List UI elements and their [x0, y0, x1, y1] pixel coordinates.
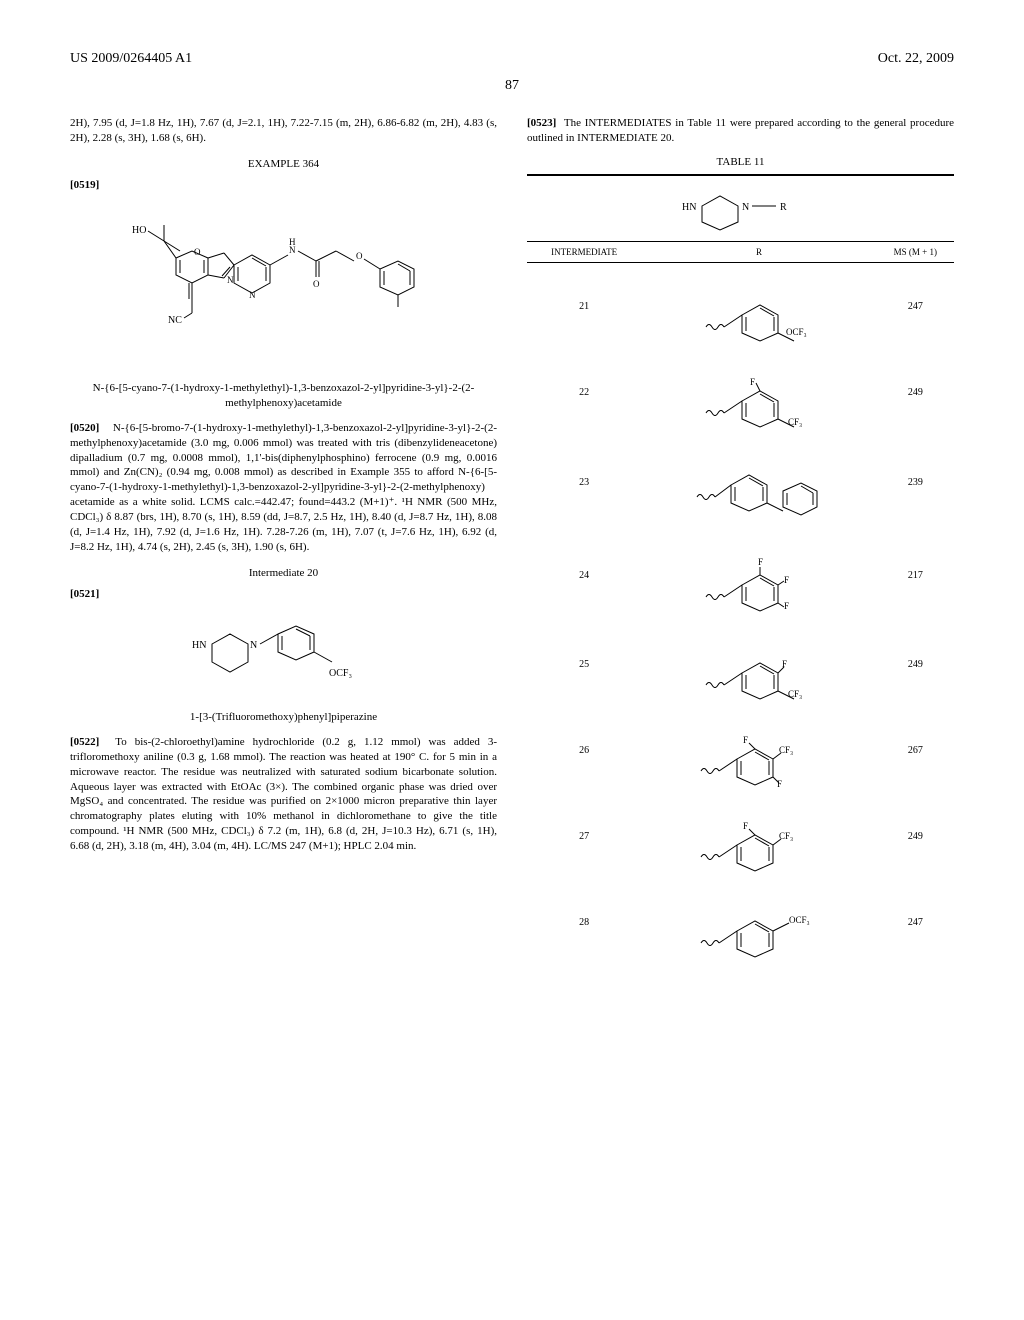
table-row: 26 F CF₃ F [527, 707, 954, 793]
table-11-title: TABLE 11 [527, 155, 954, 170]
ms-value: 247 [877, 263, 954, 350]
svg-text:F: F [743, 735, 748, 745]
intermediate-num: 24 [527, 529, 641, 621]
r-structure: F CF₃ F [641, 707, 876, 793]
paragraph-0520: [0520] N-{6-[5-bromo-7-(1-hydroxy-1-meth… [70, 421, 497, 555]
ms-value: 267 [877, 707, 954, 793]
table-row: 22 F CF₃ [527, 349, 954, 435]
svg-text:O: O [313, 279, 320, 289]
bracket-label: [0521] [70, 588, 99, 600]
ms-value: 247 [877, 879, 954, 965]
right-column: [0523] The INTERMEDIATES in Table 11 wer… [527, 116, 954, 966]
page-header: US 2009/0264405 A1 Oct. 22, 2009 [70, 50, 954, 69]
intermediate-num: 21 [527, 263, 641, 350]
col-r: R [641, 242, 876, 263]
bracket-label: [0523] [527, 117, 556, 129]
col-ms: MS (M + 1) [877, 242, 954, 263]
table-header-row: INTERMEDIATE R MS (M + 1) [527, 242, 954, 263]
table-row: 24 F F F [527, 529, 954, 621]
svg-text:CF₃: CF₃ [788, 417, 802, 427]
example-364-structure: HO O N [124, 203, 444, 373]
intermediate-num: 27 [527, 793, 641, 879]
table-body: 21 OCF₃ 247 [527, 263, 954, 966]
patent-page: US 2009/0264405 A1 Oct. 22, 2009 87 2H),… [0, 0, 1024, 1320]
svg-text:F: F [784, 601, 789, 611]
svg-text:F: F [758, 557, 763, 567]
example-364-title: EXAMPLE 364 [70, 157, 497, 172]
intermediates-table: INTERMEDIATE R MS (M + 1) 21 [527, 241, 954, 965]
table-row: 25 F CF₃ [527, 621, 954, 707]
intermediate-num: 25 [527, 621, 641, 707]
svg-text:F: F [743, 821, 748, 831]
table-row: 21 OCF₃ 247 [527, 263, 954, 350]
publication-number: US 2009/0264405 A1 [70, 50, 192, 69]
table-row: 23 239 [527, 435, 954, 529]
svg-text:N: N [227, 275, 234, 285]
intermediate-20-structure: HN N OCF₃ [164, 612, 404, 702]
col-intermediate: INTERMEDIATE [527, 242, 641, 263]
ms-value: 249 [877, 349, 954, 435]
svg-text:F: F [784, 575, 789, 585]
example-364-name: N-{6-[5-cyano-7-(1-hydroxy-1-methylethyl… [70, 381, 497, 411]
page-number: 87 [70, 77, 954, 96]
paragraph-text: N-{6-[5-bromo-7-(1-hydroxy-1-methylethyl… [70, 422, 497, 553]
two-column-layout: 2H), 7.95 (d, J=1.8 Hz, 1H), 7.67 (d, J=… [70, 116, 954, 966]
svg-text:N: N [289, 245, 296, 255]
ms-value: 249 [877, 793, 954, 879]
table-row: 28 OCF₃ 247 [527, 879, 954, 965]
r-structure: F F F [641, 529, 876, 621]
svg-text:NC: NC [168, 315, 182, 326]
r-structure: F CF₃ [641, 793, 876, 879]
svg-text:O: O [194, 247, 201, 257]
bracket-label: [0522] [70, 736, 99, 748]
bracket-label: [0520] [70, 422, 99, 434]
intermediate-num: 26 [527, 707, 641, 793]
intermediate-20-title: Intermediate 20 [70, 566, 497, 581]
table-rule-top [527, 174, 954, 176]
paragraph-text: To bis-(2-chloroethyl)amine hydrochlorid… [70, 736, 497, 852]
ms-value: 239 [877, 435, 954, 529]
svg-text:O: O [356, 251, 363, 261]
bracket-0519: [0519] [70, 178, 497, 193]
paragraph-0522: [0522] To bis-(2-chloroethyl)amine hydro… [70, 735, 497, 854]
intermediate-20-name: 1-[3-(Trifluoromethoxy)phenyl]piperazine [70, 710, 497, 725]
paragraph-text: The INTERMEDIATES in Table 11 were prepa… [527, 117, 954, 144]
svg-text:F: F [777, 779, 782, 787]
svg-text:OCF₃: OCF₃ [786, 327, 807, 337]
r-label: R [780, 202, 787, 213]
svg-text:N: N [250, 640, 257, 651]
publication-date: Oct. 22, 2009 [878, 50, 954, 69]
r-structure: OCF₃ [641, 263, 876, 350]
svg-text:OCF₃: OCF₃ [329, 668, 352, 679]
intermediate-num: 28 [527, 879, 641, 965]
r-structure: F CF₃ [641, 349, 876, 435]
continuation-paragraph: 2H), 7.95 (d, J=1.8 Hz, 1H), 7.67 (d, J=… [70, 116, 497, 146]
hn-label: HN [682, 202, 696, 213]
svg-text:OCF₃: OCF₃ [789, 915, 810, 925]
ms-value: 249 [877, 621, 954, 707]
bracket-label: [0519] [70, 179, 99, 191]
intermediate-num: 22 [527, 349, 641, 435]
svg-text:F: F [782, 659, 787, 669]
left-column: 2H), 7.95 (d, J=1.8 Hz, 1H), 7.67 (d, J=… [70, 116, 497, 966]
r-structure [641, 435, 876, 529]
svg-text:HO: HO [132, 225, 146, 236]
bracket-0521: [0521] [70, 587, 497, 602]
n-label: N [742, 202, 749, 213]
table-row: 27 F CF₃ [527, 793, 954, 879]
ms-value: 217 [877, 529, 954, 621]
svg-text:F: F [750, 377, 755, 387]
table-header-structure: HN N R [527, 178, 954, 237]
r-structure: OCF₃ [641, 879, 876, 965]
svg-text:N: N [249, 290, 256, 300]
svg-text:CF₃: CF₃ [788, 689, 802, 699]
svg-text:HN: HN [192, 640, 206, 651]
intermediate-num: 23 [527, 435, 641, 529]
paragraph-0523: [0523] The INTERMEDIATES in Table 11 wer… [527, 116, 954, 146]
r-structure: F CF₃ [641, 621, 876, 707]
